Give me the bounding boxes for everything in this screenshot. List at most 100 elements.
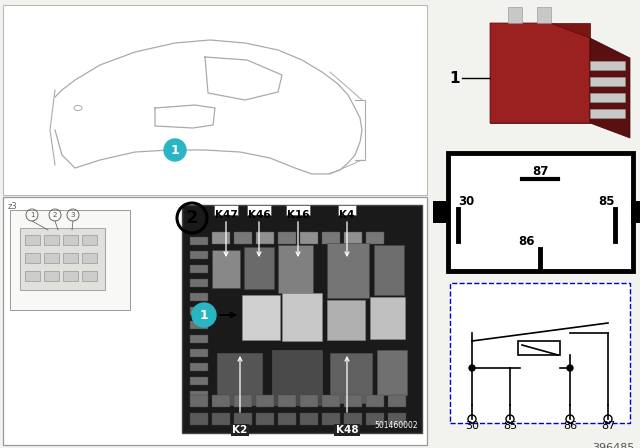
Bar: [234, 413, 252, 425]
Bar: [508, 7, 522, 23]
Bar: [278, 245, 313, 293]
Text: 2: 2: [186, 209, 198, 227]
Bar: [212, 250, 240, 288]
Circle shape: [469, 365, 475, 371]
Bar: [433, 201, 450, 223]
Bar: [44, 271, 59, 281]
Bar: [82, 235, 97, 245]
Text: 396485: 396485: [593, 443, 635, 448]
Bar: [25, 271, 40, 281]
Bar: [190, 377, 208, 385]
Text: 2: 2: [53, 212, 57, 218]
Bar: [590, 77, 625, 86]
Text: K46: K46: [248, 210, 270, 220]
Text: 30: 30: [465, 421, 479, 431]
Text: K4: K4: [339, 210, 355, 220]
Bar: [182, 205, 422, 433]
Bar: [190, 237, 208, 245]
Bar: [344, 232, 362, 244]
Bar: [286, 205, 310, 215]
Text: 85: 85: [503, 421, 517, 431]
Bar: [212, 232, 230, 244]
Text: 30: 30: [458, 195, 474, 208]
Circle shape: [567, 365, 573, 371]
Text: 1: 1: [200, 309, 209, 322]
Text: K48: K48: [336, 425, 358, 435]
Bar: [377, 350, 407, 395]
Bar: [63, 271, 78, 281]
Polygon shape: [490, 23, 590, 123]
Bar: [631, 201, 640, 223]
Bar: [450, 283, 630, 423]
Bar: [370, 297, 405, 339]
Bar: [44, 235, 59, 245]
Bar: [190, 391, 208, 399]
Bar: [25, 235, 40, 245]
Bar: [450, 283, 630, 423]
Text: 86: 86: [563, 421, 577, 431]
Bar: [234, 395, 252, 407]
Bar: [44, 253, 59, 263]
Bar: [256, 395, 274, 407]
Bar: [330, 353, 372, 403]
Bar: [590, 61, 625, 70]
Text: 87: 87: [532, 165, 548, 178]
Bar: [190, 395, 208, 407]
Bar: [322, 413, 340, 425]
Bar: [242, 295, 280, 340]
Circle shape: [164, 139, 186, 161]
Circle shape: [192, 303, 216, 327]
Bar: [256, 413, 274, 425]
Bar: [537, 7, 551, 23]
Bar: [518, 341, 560, 355]
Bar: [322, 232, 340, 244]
Bar: [212, 395, 230, 407]
Bar: [300, 232, 318, 244]
Bar: [82, 253, 97, 263]
Bar: [366, 395, 384, 407]
Bar: [300, 395, 318, 407]
Bar: [190, 335, 208, 343]
Bar: [388, 413, 406, 425]
Bar: [190, 307, 208, 315]
Text: 3: 3: [71, 212, 76, 218]
Text: 1: 1: [450, 70, 460, 86]
Bar: [344, 395, 362, 407]
Bar: [278, 395, 296, 407]
Bar: [190, 251, 208, 259]
Bar: [590, 93, 625, 102]
Bar: [214, 205, 238, 215]
Bar: [190, 363, 208, 371]
Text: 87: 87: [601, 421, 615, 431]
Bar: [374, 245, 404, 295]
Bar: [278, 232, 296, 244]
Bar: [3, 197, 427, 445]
Bar: [20, 228, 105, 290]
Text: K2: K2: [232, 425, 248, 435]
Bar: [10, 210, 130, 310]
Bar: [327, 300, 365, 340]
Bar: [366, 232, 384, 244]
Bar: [190, 293, 208, 301]
Polygon shape: [590, 38, 630, 138]
Bar: [322, 395, 340, 407]
Bar: [63, 253, 78, 263]
Bar: [247, 205, 271, 215]
Bar: [590, 109, 625, 118]
Bar: [256, 232, 274, 244]
Text: 1: 1: [29, 212, 35, 218]
Text: K16: K16: [287, 210, 309, 220]
Bar: [63, 235, 78, 245]
Text: 1: 1: [171, 143, 179, 156]
Bar: [212, 413, 230, 425]
Bar: [272, 350, 322, 405]
Text: 85: 85: [598, 195, 614, 208]
Bar: [25, 253, 40, 263]
Bar: [190, 279, 208, 287]
Bar: [244, 247, 274, 289]
Bar: [190, 321, 208, 329]
Bar: [190, 413, 208, 425]
Bar: [338, 205, 356, 215]
Bar: [388, 395, 406, 407]
Bar: [300, 413, 318, 425]
